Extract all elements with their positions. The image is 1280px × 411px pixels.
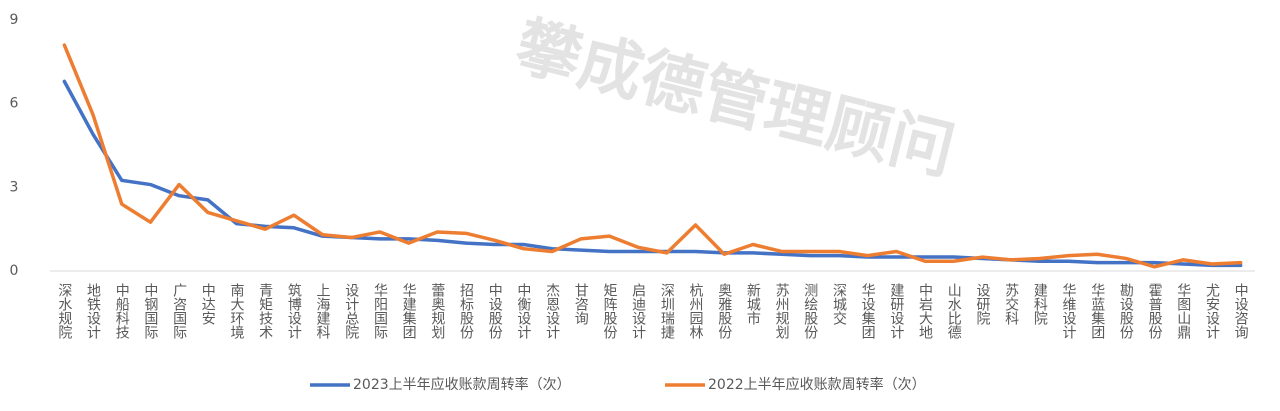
legend-label: 2023上半年应收账款周转率（次）	[353, 376, 571, 393]
x-tick-label: 华阳国际	[372, 283, 388, 340]
x-tick-label: 勘设股份	[1118, 283, 1134, 340]
x-tick-label: 山水比德	[946, 283, 962, 339]
watermark: 攀成德管理顾问	[509, 10, 962, 190]
x-tick-label: 杭州园林	[688, 283, 704, 339]
x-tick-label: 中钢国际	[142, 283, 158, 340]
x-tick-label: 矩阵股份	[601, 283, 617, 340]
x-tick-label: 中岩大地	[917, 283, 933, 339]
x-tick-label: 中设咨询	[1233, 283, 1249, 340]
x-tick-label: 南大环境	[228, 283, 244, 340]
y-tick-label: 0	[10, 263, 19, 279]
y-tick-label: 9	[10, 12, 19, 28]
x-tick-label: 建科院	[1032, 283, 1048, 326]
x-tick-label: 中设股份	[487, 283, 503, 340]
x-tick-label: 尤安设计	[1204, 283, 1220, 339]
x-tick-label: 深城交	[831, 283, 847, 325]
x-tick-label: 广咨国际	[171, 283, 187, 340]
x-tick-label: 中衡设计	[515, 283, 531, 339]
x-tick-label: 深圳瑞捷	[659, 283, 675, 340]
x-tick-label: 华建集团	[401, 283, 417, 339]
legend-label: 2022上半年应收账款周转率（次）	[708, 376, 926, 393]
x-tick-label: 筑博设计	[286, 283, 302, 339]
x-tick-label: 苏州规划	[774, 283, 790, 339]
x-tick-label: 奥雅股份	[716, 282, 732, 340]
x-tick-label: 杰恩设计	[544, 283, 560, 339]
y-tick-label: 3	[10, 179, 19, 195]
x-tick-label: 青矩技术	[257, 283, 273, 339]
x-tick-label: 蕾奥规划	[429, 283, 445, 339]
x-tick-label: 苏交科	[1003, 283, 1019, 325]
x-tick-label: 建研设计	[888, 283, 904, 339]
x-tick-label: 华蓝集团	[1089, 283, 1105, 339]
x-tick-label: 中船科技	[114, 283, 130, 340]
x-tick-label: 华设集团	[860, 283, 876, 339]
x-tick-label: 中达安	[200, 283, 216, 325]
x-tick-label: 启迪设计	[630, 283, 646, 339]
x-tick-label: 华维设计	[1061, 283, 1077, 339]
x-tick-label: 设研院	[974, 283, 990, 326]
line	[62, 43, 1243, 269]
x-tick-label: 上海建科	[315, 283, 331, 339]
x-tick-label: 设计总院	[343, 283, 359, 340]
x-tick-label: 新城市	[745, 283, 761, 325]
x-tick-label: 深水规院	[56, 283, 72, 340]
x-tick-label: 甘咨询	[573, 283, 589, 326]
x-tick-label: 华图山鼎	[1175, 283, 1191, 340]
y-tick-label: 6	[10, 96, 19, 112]
x-tick-label: 测绘股份	[802, 283, 818, 340]
x-tick-label: 霍普股份	[1147, 283, 1163, 340]
x-tick-label: 招标股份	[458, 283, 474, 340]
x-tick-label: 地铁设计	[85, 283, 101, 339]
